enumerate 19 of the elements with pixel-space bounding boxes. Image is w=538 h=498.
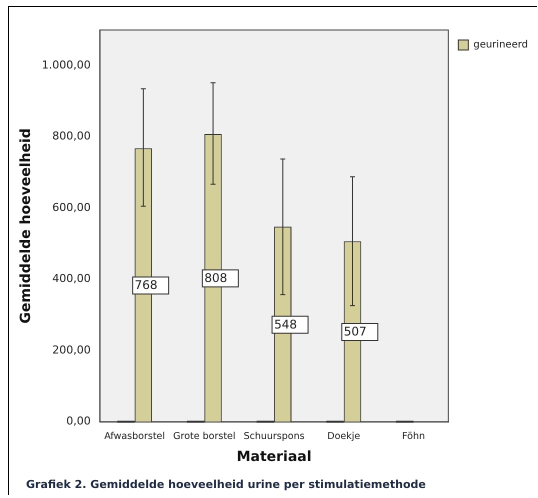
x-axis-title: Materiaal [236,449,312,466]
y-tick-label: 1.000,00 [42,58,91,72]
x-tick-label: Afwasborstel [104,430,166,442]
y-tick-label: 800,00 [52,130,91,143]
x-tick-label: Schuurspons [244,430,305,442]
y-tick-label: 200,00 [52,343,91,356]
x-tick-label: Grote borstel [173,430,236,442]
text: Grafiek 2. Gemiddelde hoeveelheid urine per stimulatiemethode [26,478,426,491]
y-tick-label: 400,00 [52,272,91,286]
x-tick-label: Doekje [327,430,360,442]
y-tick-label: 0,00 [66,414,91,428]
data-label: 507 [344,324,367,339]
y-axis-title: Gemiddelde hoeveelheid [18,128,34,324]
data-label: 768 [134,278,158,292]
legend-label: geurineerd [473,40,528,51]
data-label: 548 [274,317,297,332]
x-tick-label: Föhn [402,430,425,442]
data-label: 808 [204,271,228,286]
y-tick-label: 600,00 [52,200,91,214]
